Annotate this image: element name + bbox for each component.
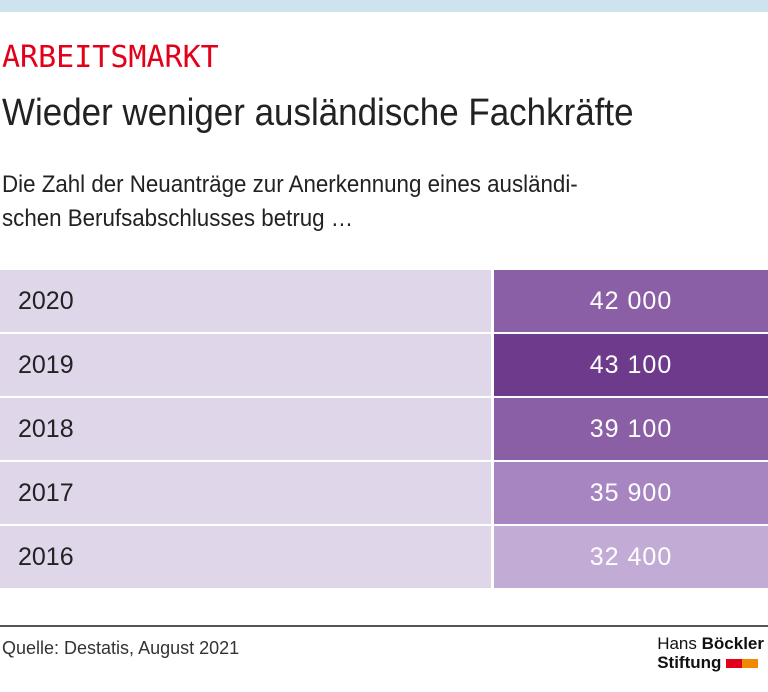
year-cell: 2016 xyxy=(0,526,491,588)
value-cell: 39 100 xyxy=(494,398,768,460)
kicker: ARBEITSMARKT xyxy=(2,40,219,75)
year-cell: 2017 xyxy=(0,462,491,524)
value-cell: 42 000 xyxy=(494,270,768,332)
table-row: 2020 42 000 xyxy=(0,270,768,332)
subtitle-line: schen Berufsabschlusses betrug … xyxy=(2,205,354,232)
table-row: 2016 32 400 xyxy=(0,526,768,588)
table-row: 2018 39 100 xyxy=(0,398,768,460)
data-table: 2020 42 000 2019 43 100 2018 39 100 2017 35 900… xyxy=(0,270,768,590)
table-row: 2017 35 900 xyxy=(0,462,768,524)
year-cell: 2019 xyxy=(0,334,491,396)
top-bar xyxy=(0,0,768,12)
value-cell: 32 400 xyxy=(494,526,768,588)
divider xyxy=(0,625,768,627)
subtitle-line: Die Zahl der Neuanträge zur Anerkennung … xyxy=(2,171,578,198)
source: Quelle: Destatis, August 2021 xyxy=(2,638,240,658)
value-cell: 43 100 xyxy=(494,334,768,396)
logo-red-square xyxy=(726,659,743,669)
year-cell: 2018 xyxy=(0,398,491,460)
subtitle: Die Zahl der Neuanträge zur Anerkennung … xyxy=(2,168,746,236)
logo: Hans Böckler Stiftung xyxy=(657,634,764,672)
year-cell: 2020 xyxy=(0,270,491,332)
table-row: 2019 43 100 xyxy=(0,334,768,396)
page-title: Wieder weniger ausländische Fachkräfte xyxy=(2,92,634,134)
value-cell: 35 900 xyxy=(494,462,768,524)
logo-orange-square xyxy=(742,659,759,669)
